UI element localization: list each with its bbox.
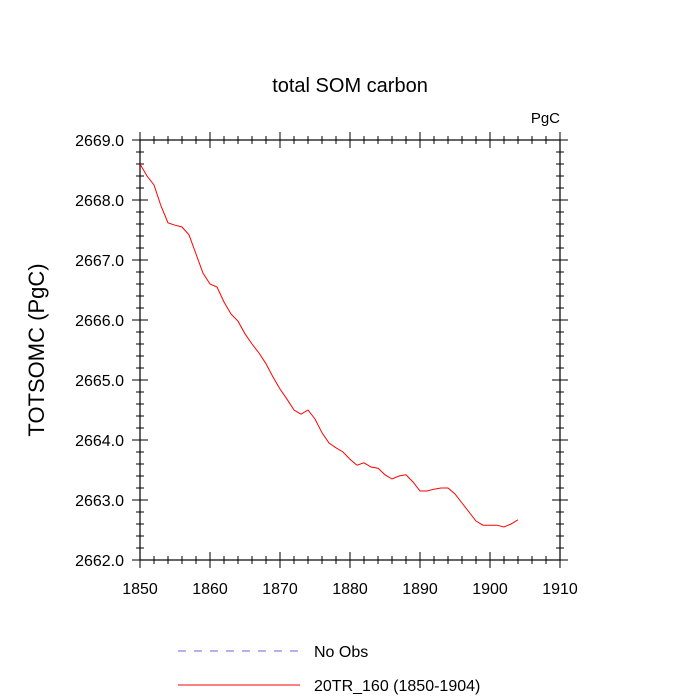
y-tick-label: 2669.0	[75, 133, 124, 150]
x-tick-label: 1880	[332, 581, 368, 598]
y-tick-label: 2664.0	[75, 433, 124, 450]
series-lines	[139, 163, 519, 528]
x-tick-labels: 1850 1860 1870 1880 1890 1900 1910	[122, 581, 578, 598]
x-tick-label: 1860	[192, 581, 228, 598]
y-axis-title: TOTSOMC (PgC)	[24, 263, 49, 436]
y-tick-label: 2665.0	[75, 373, 124, 390]
y-tick-label: 2666.0	[75, 313, 124, 330]
x-tick-label: 1900	[472, 581, 508, 598]
y-tick-label: 2663.0	[75, 493, 124, 510]
y-tick-label: 2667.0	[75, 253, 124, 270]
series-line-20tr-160-1850-1904	[139, 163, 519, 528]
axis-ticks	[132, 132, 568, 568]
units-label: PgC	[531, 110, 560, 127]
y-tick-labels: 2662.0 2663.0 2664.0 2665.0 2666.0 2667.0 2668…	[75, 133, 124, 570]
x-tick-label: 1910	[542, 581, 578, 598]
legend-label-20tr-160: 20TR_160 (1850-1904)	[314, 678, 480, 695]
x-tick-label: 1870	[262, 581, 298, 598]
legend-label-no-obs: No Obs	[314, 644, 368, 661]
x-tick-label: 1850	[122, 581, 158, 598]
chart-title: total SOM carbon	[272, 75, 428, 97]
y-tick-label: 2668.0	[75, 193, 124, 210]
plot-frame	[139, 139, 561, 561]
y-tick-label: 2662.0	[75, 553, 124, 570]
legend: No Obs 20TR_160 (1850-1904)	[178, 644, 480, 695]
x-tick-label: 1890	[402, 581, 438, 598]
